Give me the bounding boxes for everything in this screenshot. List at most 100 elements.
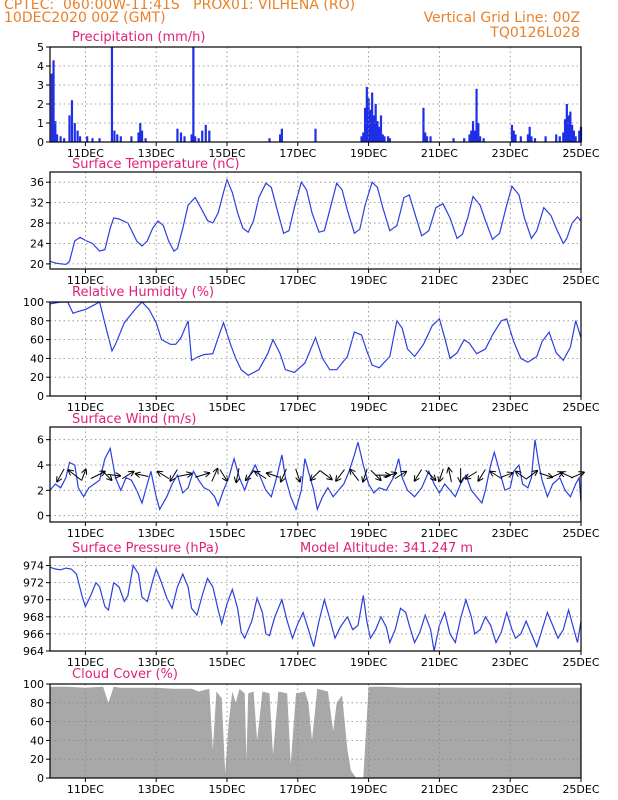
pressure-xtick-label: 19DEC [350,656,387,669]
cloud-cover-panel: 0 20 40 60 80 100 11DEC 13DEC 15DEC 17DEC 19DEC 21D… [23,667,600,796]
humidity-xtick-label: 25DEC [562,401,599,414]
temperature-xtick-label: 23DEC [492,274,529,287]
wind-vector [539,472,552,477]
precipitation-bar [50,73,53,142]
precipitation-bar [510,124,514,142]
wind-xtick-label: 15DEC [208,527,245,540]
precipitation-bar [279,134,282,142]
humidity-ytick-label: 80 [30,315,44,328]
precipitation-bar [429,136,432,142]
precipitation-bar [197,138,200,142]
wind-vector [107,474,120,475]
cloud-cover-title: Cloud Cover (%) [72,667,178,682]
precipitation-bar [179,132,183,142]
temperature-ytick-label: 28 [30,217,44,230]
temperature-ytick-label: 36 [30,176,44,189]
pressure-xtick-label: 17DEC [279,656,316,669]
precipitation-ytick-label: 1 [37,117,44,130]
wind-vector [255,472,267,480]
precipitation-bar [130,136,133,142]
temperature-ytick-label: 20 [30,258,44,271]
temperature-xtick-label: 11DEC [67,274,104,287]
humidity-ytick-label: 20 [30,371,44,384]
pressure-ytick-label: 974 [23,560,44,573]
precipitation-bar [268,138,271,142]
precipitation-bar [374,104,377,142]
precipitation-bar [475,88,478,142]
precipitation-bar [514,134,517,142]
pressure-xtick-label: 11DEC [67,656,104,669]
precipitation-bar [360,136,363,142]
pressure-xtick-label: 15DEC [208,656,245,669]
temperature-line [50,177,581,266]
wind-ytick-label: 0 [37,510,44,523]
wind-vector [363,468,368,482]
precipitation-bar [567,115,570,142]
humidity-title: Relative Humidity (%) [72,285,214,300]
precipitation-bar [424,132,427,142]
cloud-cover-frame [49,683,582,779]
precipitation-xtick-label: 11DEC [67,147,104,160]
precipitation-xtick-label: 21DEC [421,147,458,160]
pressure-frame [49,556,582,652]
cloud-cover-xtick-label: 25DEC [562,783,599,796]
precipitation-bar [470,130,473,142]
precipitation-bar [482,138,485,142]
precipitation-bar [314,128,317,142]
precipitation-bar [369,109,372,142]
temperature-xtick-label: 13DEC [138,274,175,287]
precipitation-bar [383,136,386,142]
precipitation-bar [59,136,62,142]
wind-vector [500,473,512,478]
precipitation-xtick-label: 23DEC [492,147,529,160]
humidity-xtick-label: 13DEC [138,401,175,414]
cloud-cover-xtick-label: 19DEC [350,783,387,796]
cloud-cover-xtick-label: 21DEC [421,783,458,796]
precipitation-bar [363,107,367,142]
precipitation-bar [425,136,429,142]
precipitation-bar [208,130,211,142]
precipitation-bar [473,130,476,142]
wind-vector [122,472,133,480]
precipitation-bar [565,104,568,142]
precipitation-bar [571,124,574,142]
precipitation-bar [381,134,384,142]
cloud-cover-xtick-label: 23DEC [492,783,529,796]
wind-vector [336,469,345,481]
pressure-xtick-label: 21DEC [421,656,458,669]
wind-vector [478,469,486,481]
precipitation-bar [574,136,577,142]
precipitation-bar [379,115,383,142]
temperature-xtick-label: 17DEC [279,274,316,287]
precipitation-bar [528,126,531,142]
precipitation-panel: 0 1 2 3 4 5 11DEC 13DEC 15DEC 17DEC 19DEC 21DEC 23DE… [37,30,600,160]
precipitation-bar [572,130,576,142]
precipitation-bar [201,130,204,142]
precipitation-bar [378,126,381,142]
wind-vector [383,473,397,478]
cloud-cover-area [50,686,581,778]
precipitation-bar [544,136,547,142]
precipitation-bar [280,128,283,142]
humidity-xtick-label: 11DEC [67,401,104,414]
precipitation-bar [91,138,94,142]
cloud-cover-ytick-label: 20 [30,753,44,766]
precipitation-bar [578,130,581,142]
humidity-xtick-label: 15DEC [208,401,245,414]
precipitation-xtick-label: 15DEC [208,147,245,160]
run-date: 10DEC2020 00Z (GMT) [4,10,166,26]
precipitation-bar [98,138,101,142]
wind-vector [267,473,280,478]
cloud-cover-ytick-label: 40 [30,734,44,747]
precipitation-bar [192,47,195,142]
humidity-ytick-label: 100 [23,296,44,309]
precipitation-bar [562,132,565,142]
precipitation-bar [386,136,390,142]
wind-xtick-label: 13DEC [138,527,175,540]
precipitation-bar [139,123,142,142]
precipitation-bar [204,124,207,142]
wind-title: Surface Wind (m/s) [72,412,196,427]
cloud-cover-xtick-label: 17DEC [279,783,316,796]
humidity-xtick-label: 21DEC [421,401,458,414]
precipitation-bar [116,134,119,142]
